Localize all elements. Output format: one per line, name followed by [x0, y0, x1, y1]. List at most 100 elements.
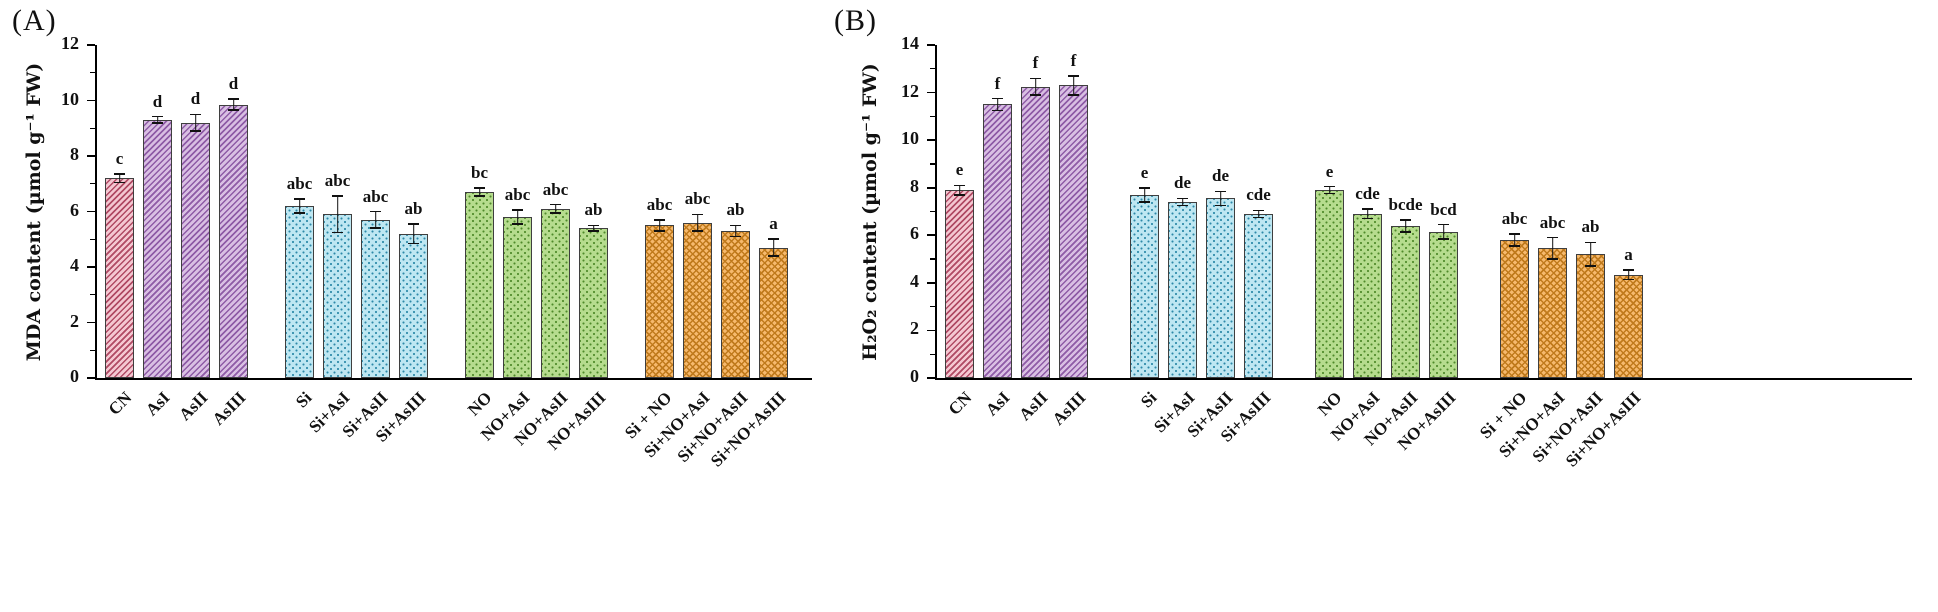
- bar-NO: [465, 192, 494, 378]
- error-bar: [1438, 223, 1449, 240]
- bar-Si+AsI: [323, 214, 352, 378]
- bar-Si+NO+AsI: [683, 222, 712, 378]
- bar-Si+AsII: [1206, 198, 1235, 378]
- y-axis-minor-tick: [930, 163, 935, 165]
- error-bar: [1177, 197, 1188, 207]
- error-bar: [190, 113, 201, 132]
- panel-b-letter: (B): [834, 4, 877, 37]
- error-bar: [1068, 75, 1079, 96]
- y-axis-tick: [87, 266, 95, 268]
- y-axis-minor-tick: [90, 294, 95, 296]
- bar-AsIII: [219, 104, 248, 378]
- bar-Si+NO+AsI: [1538, 248, 1567, 378]
- y-axis-tick-label: 4: [910, 270, 919, 291]
- error-bar: [730, 224, 741, 238]
- panel-b-y-axis-title: H₂O₂ content (µmol g⁻¹ FW): [859, 63, 881, 361]
- y-axis-tick: [927, 91, 935, 94]
- bar-Si: [285, 205, 314, 378]
- error-bar: [1547, 236, 1558, 260]
- y-axis-tick: [87, 377, 95, 379]
- bar-Si+AsIII: [1244, 213, 1273, 378]
- y-axis-tick-label: 2: [70, 310, 79, 331]
- bar-AsI: [983, 104, 1012, 378]
- bar-Si+NO+AsII: [1576, 254, 1605, 378]
- significance-letter: abc: [286, 174, 313, 194]
- significance-letter: ab: [726, 200, 745, 220]
- error-bar: [1362, 208, 1373, 220]
- y-axis-tick-label: 6: [910, 223, 919, 244]
- error-bar: [954, 184, 965, 196]
- significance-letter: e: [1140, 162, 1149, 182]
- significance-letter: a: [1624, 244, 1633, 264]
- bar-NO+AsII: [541, 208, 570, 378]
- panel-b: (B) H₂O₂ content (µmol g⁻¹ FW) e f f f e de de…: [830, 0, 1938, 612]
- error-bar: [332, 195, 343, 234]
- error-bar: [1623, 269, 1634, 281]
- significance-letter: f: [994, 73, 1001, 93]
- bar-CN: [105, 178, 134, 378]
- significance-letter: ab: [1581, 217, 1600, 237]
- bar-NO: [1315, 190, 1344, 378]
- significance-letter: d: [228, 74, 239, 94]
- error-bar: [1585, 241, 1596, 268]
- significance-letter: abc: [542, 179, 569, 199]
- y-axis-tick-label: 6: [70, 199, 79, 220]
- error-bar: [1324, 185, 1335, 195]
- error-bar: [992, 97, 1003, 112]
- panel-a-letter: (A): [12, 4, 57, 37]
- bar-Si+AsI: [1168, 202, 1197, 378]
- significance-letter: bcd: [1430, 199, 1457, 219]
- error-bar: [1139, 186, 1150, 203]
- bar-NO+AsIII: [1429, 231, 1458, 378]
- y-axis-tick: [927, 234, 935, 237]
- y-axis-minor-tick: [90, 349, 95, 351]
- y-axis-minor-tick: [930, 68, 935, 70]
- significance-letter: abc: [1539, 212, 1566, 232]
- error-bar: [1215, 190, 1226, 207]
- significance-letter: ab: [404, 199, 423, 218]
- significance-letter: de: [1174, 173, 1191, 193]
- y-axis-tick-label: 10: [901, 128, 919, 149]
- y-axis-tick: [87, 44, 95, 46]
- error-bar: [152, 115, 163, 125]
- y-axis-minor-tick: [90, 127, 95, 129]
- panel-a: (A) MDA content (µmol g⁻¹ FW) c d d d abc abc…: [0, 0, 830, 612]
- significance-letter: abc: [362, 186, 389, 206]
- y-axis-minor-tick: [90, 238, 95, 240]
- significance-letter: abc: [646, 194, 673, 214]
- y-axis-minor-tick: [930, 305, 935, 308]
- bar-Si+NO+AsII: [721, 230, 750, 378]
- y-axis-tick: [87, 99, 95, 102]
- bar-Si+NO+AsIII: [759, 247, 788, 378]
- bar-AsI: [143, 119, 172, 378]
- significance-letter: ab: [584, 200, 603, 220]
- y-axis-tick-label: 0: [70, 366, 79, 386]
- error-bar: [474, 187, 485, 198]
- y-axis-tick: [927, 139, 935, 142]
- y-axis-tick-label: 8: [910, 175, 919, 196]
- bar-Si+NO+AsIII: [1614, 274, 1643, 378]
- significance-letter: abc: [324, 171, 351, 191]
- significance-letter: cde: [1246, 185, 1271, 205]
- error-bar: [1253, 209, 1264, 219]
- error-bar: [1509, 233, 1520, 247]
- bar-NO+AsI: [503, 217, 532, 378]
- significance-letter: d: [152, 91, 163, 111]
- error-bar: [1030, 77, 1041, 96]
- panel-a-plot-area: c d d d abc abc abc ab bc abc abc ab abc abc ab a: [95, 45, 812, 380]
- significance-letter: e: [955, 160, 964, 180]
- bar-Si: [1130, 194, 1159, 378]
- y-axis-tick: [927, 377, 935, 379]
- error-bar: [294, 198, 305, 214]
- y-axis-tick: [87, 210, 95, 213]
- y-axis-tick-label: 10: [61, 88, 79, 109]
- y-axis-tick-label: 12: [61, 33, 79, 53]
- significance-letter: f: [1032, 53, 1039, 73]
- y-axis-minor-tick: [930, 115, 935, 117]
- significance-letter: de: [1212, 166, 1229, 186]
- significance-letter: c: [115, 149, 124, 169]
- y-axis-tick-label: 4: [70, 255, 79, 275]
- significance-letter: d: [190, 89, 201, 109]
- bar-Si+AsII: [361, 219, 390, 378]
